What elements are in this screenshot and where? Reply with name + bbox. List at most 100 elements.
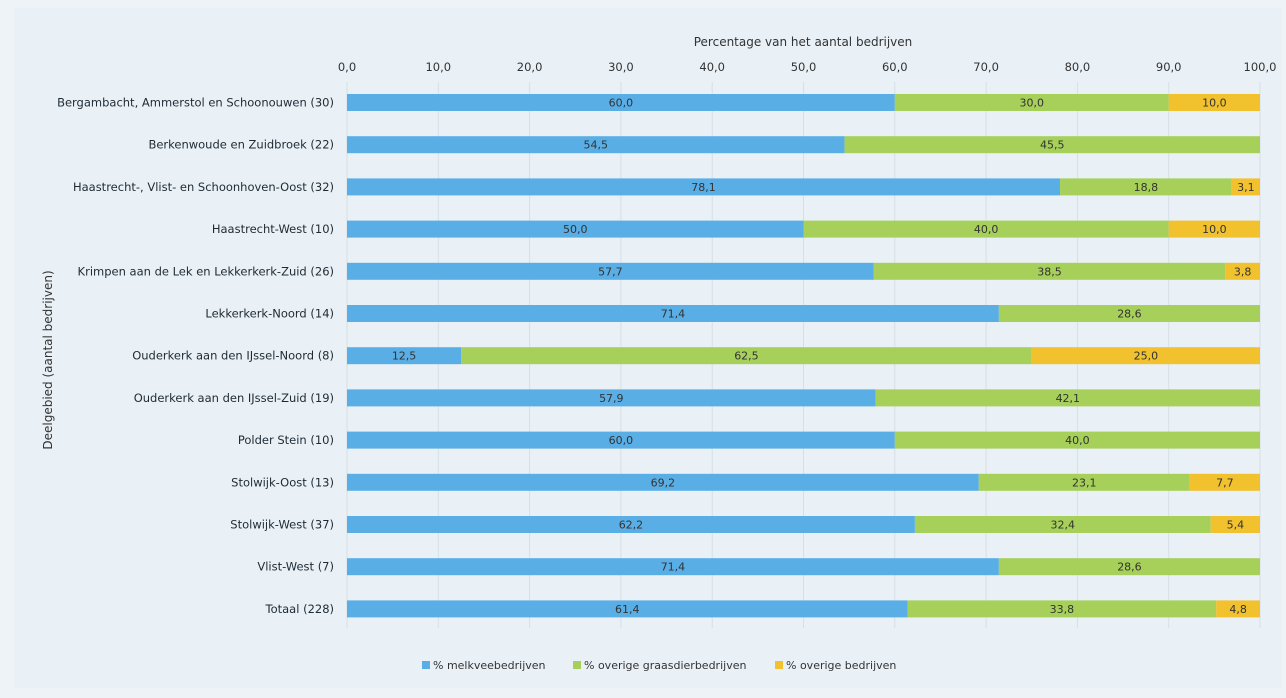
bar-segment <box>347 262 874 280</box>
bar-segment <box>914 516 1211 533</box>
bar-segment <box>998 558 1260 576</box>
category-label: Lekkerkerk-Noord (14) <box>205 307 334 321</box>
bar-segment <box>803 220 1169 238</box>
bar-segment <box>347 516 915 533</box>
data-label: 40,0 <box>974 223 999 236</box>
bar-segment <box>998 305 1260 322</box>
x-tick-label: 60,0 <box>882 60 908 74</box>
bar-segment <box>894 94 1169 111</box>
data-label: 40,0 <box>1065 434 1090 447</box>
bar-segment <box>347 305 999 322</box>
data-label: 61,4 <box>615 603 640 616</box>
x-tick-label: 90,0 <box>1156 60 1182 74</box>
category-label: Haastrecht-West (10) <box>212 222 334 236</box>
data-label: 50,0 <box>563 223 588 236</box>
data-label: 28,6 <box>1117 561 1142 574</box>
x-tick-label: 20,0 <box>517 60 543 74</box>
category-label: Haastrecht-, Vlist- en Schoonhoven-Oost … <box>73 180 334 194</box>
legend-swatch <box>573 661 581 669</box>
bar-segment <box>978 473 1190 491</box>
data-label: 57,9 <box>599 392 624 405</box>
data-label: 71,4 <box>661 308 686 321</box>
category-label: Ouderkerk aan den IJssel-Noord (8) <box>132 349 334 363</box>
data-label: 45,5 <box>1040 139 1065 152</box>
category-label: Vlist-West (7) <box>257 560 334 574</box>
bar-segment <box>347 473 979 491</box>
data-label: 4,8 <box>1229 603 1247 616</box>
data-label: 12,5 <box>392 350 417 363</box>
data-label: 71,4 <box>661 561 686 574</box>
bar-segment <box>1216 600 1260 618</box>
data-label: 60,0 <box>609 97 634 110</box>
category-label: Bergambacht, Ammerstol en Schoonouwen (3… <box>57 96 334 110</box>
data-label: 42,1 <box>1056 392 1081 405</box>
x-tick-label: 0,0 <box>338 60 356 74</box>
data-label: 60,0 <box>609 434 634 447</box>
category-label: Krimpen aan de Lek en Lekkerkerk-Zuid (2… <box>78 264 334 278</box>
bar-segment <box>907 600 1217 618</box>
category-label: Stolwijk-West (37) <box>230 518 334 532</box>
category-label: Berkenwoude en Zuidbroek (22) <box>148 138 334 152</box>
data-label: 18,8 <box>1134 181 1159 194</box>
data-label: 10,0 <box>1202 223 1227 236</box>
bar-segment <box>894 431 1260 449</box>
data-label: 33,8 <box>1050 603 1075 616</box>
x-axis-title: Percentage van het aantal bedrijven <box>694 35 913 49</box>
bar-segment <box>347 431 895 449</box>
legend-label: % overige bedrijven <box>786 659 896 672</box>
x-tick-label: 50,0 <box>791 60 817 74</box>
x-tick-label: 80,0 <box>1065 60 1091 74</box>
x-tick-label: 30,0 <box>608 60 634 74</box>
data-label: 62,5 <box>734 350 759 363</box>
category-label: Ouderkerk aan den IJssel-Zuid (19) <box>134 391 334 405</box>
category-label: Polder Stein (10) <box>238 433 334 447</box>
category-label: Totaal (228) <box>265 602 334 616</box>
data-label: 32,4 <box>1051 519 1076 532</box>
bar-segment <box>461 347 1032 365</box>
bar-segment <box>873 262 1226 280</box>
legend-swatch <box>775 661 783 669</box>
data-label: 25,0 <box>1134 350 1159 363</box>
bar-segment <box>347 558 999 576</box>
bar-segment <box>1168 94 1260 111</box>
data-label: 23,1 <box>1072 476 1097 489</box>
x-tick-label: 40,0 <box>699 60 725 74</box>
data-label: 3,8 <box>1234 265 1252 278</box>
bar-segment <box>1168 220 1260 238</box>
bar-segment <box>1225 262 1260 280</box>
category-label: Stolwijk-Oost (13) <box>231 475 334 489</box>
data-label: 7,7 <box>1216 476 1234 489</box>
data-label: 54,5 <box>584 139 609 152</box>
bar-segment <box>1189 473 1260 491</box>
data-label: 57,7 <box>598 265 623 278</box>
data-label: 5,4 <box>1227 519 1245 532</box>
bar-segment <box>1231 178 1260 196</box>
data-label: 69,2 <box>651 476 676 489</box>
data-label: 28,6 <box>1117 308 1142 321</box>
bar-segment <box>844 136 1260 154</box>
legend-label: % overige graasdierbedrijven <box>584 659 746 672</box>
bar-segment <box>347 220 804 238</box>
bar-segment <box>875 389 1260 407</box>
legend-label: % melkveebedrijven <box>433 659 546 672</box>
data-label: 38,5 <box>1037 265 1062 278</box>
bar-segment <box>1210 516 1260 533</box>
bar-segment <box>347 347 462 365</box>
y-axis-title: Deelgebied (aantal bedrijven) <box>41 270 55 449</box>
x-tick-label: 100,0 <box>1244 60 1277 74</box>
data-label: 62,2 <box>619 519 644 532</box>
bar-segment <box>1060 178 1232 196</box>
data-label: 78,1 <box>691 181 716 194</box>
bar-segment <box>347 389 876 407</box>
bar-segment <box>347 600 908 618</box>
bar-segment <box>347 136 845 154</box>
x-tick-label: 10,0 <box>425 60 451 74</box>
data-label: 10,0 <box>1202 97 1227 110</box>
data-label: 30,0 <box>1020 97 1045 110</box>
bar-segment <box>347 94 895 111</box>
data-label: 3,1 <box>1237 181 1255 194</box>
bar-segment <box>347 178 1061 196</box>
legend-swatch <box>422 661 430 669</box>
x-tick-label: 70,0 <box>973 60 999 74</box>
